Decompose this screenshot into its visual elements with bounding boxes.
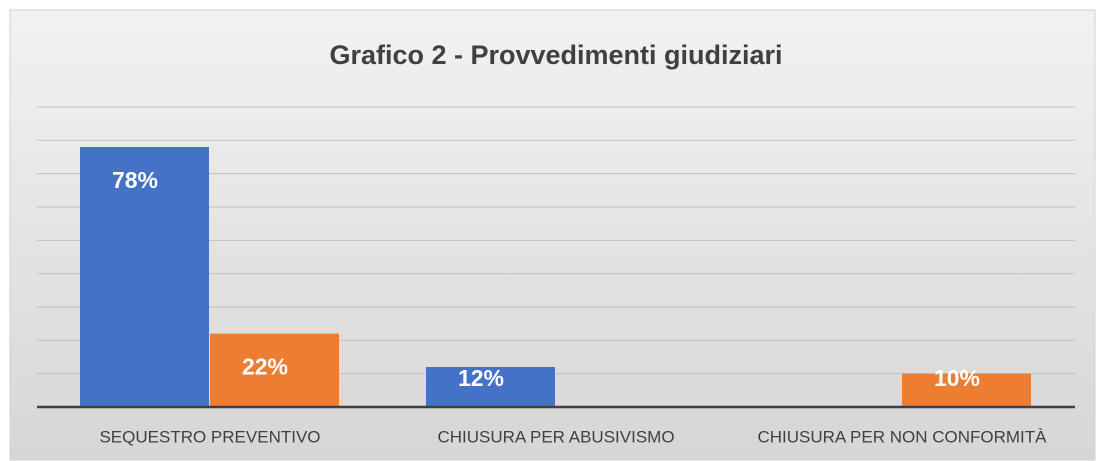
bar bbox=[80, 147, 209, 407]
x-tick-label: CHIUSURA PER ABUSIVISMO bbox=[437, 427, 674, 446]
chart-title: Grafico 2 - Provvedimenti giudiziari bbox=[329, 40, 782, 70]
data-label: 12% bbox=[458, 365, 504, 391]
x-tick-label: SEQUESTRO PREVENTIVO bbox=[99, 427, 320, 446]
data-label: 22% bbox=[242, 354, 288, 380]
bar bbox=[902, 373, 1031, 407]
data-label: 10% bbox=[934, 365, 980, 391]
x-tick-label: CHIUSURA PER NON CONFORMITÀ bbox=[757, 427, 1047, 446]
data-label: 78% bbox=[112, 167, 158, 193]
bar bbox=[210, 333, 339, 407]
bar bbox=[426, 367, 555, 407]
